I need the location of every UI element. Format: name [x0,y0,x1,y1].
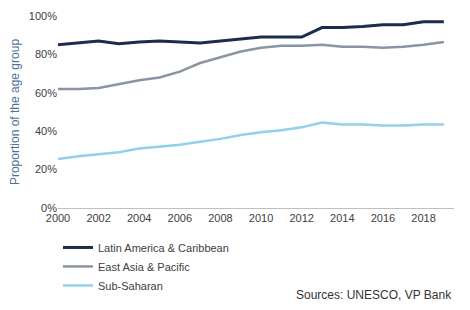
svg-text:East Asia & Pacific: East Asia & Pacific [98,261,190,273]
svg-text:2008: 2008 [208,212,232,224]
svg-text:60%: 60% [35,87,57,99]
svg-text:40%: 40% [35,125,57,137]
svg-text:20%: 20% [35,163,57,175]
svg-text:80%: 80% [35,48,57,60]
svg-text:2000: 2000 [46,212,70,224]
svg-text:2002: 2002 [86,212,110,224]
svg-text:2012: 2012 [289,212,313,224]
svg-text:Sub-Saharan: Sub-Saharan [98,280,163,292]
svg-text:2010: 2010 [249,212,273,224]
svg-text:Proportion of the age group: Proportion of the age group [8,39,22,185]
svg-text:100%: 100% [29,10,57,22]
svg-text:2016: 2016 [371,212,395,224]
svg-text:0%: 0% [41,202,57,214]
svg-text:2018: 2018 [411,212,435,224]
svg-text:2004: 2004 [127,212,151,224]
svg-text:Sources: UNESCO, VP Bank: Sources: UNESCO, VP Bank [296,288,452,302]
svg-text:2014: 2014 [330,212,354,224]
svg-text:2006: 2006 [168,212,192,224]
svg-text:Latin America & Caribbean: Latin America & Caribbean [98,242,229,254]
